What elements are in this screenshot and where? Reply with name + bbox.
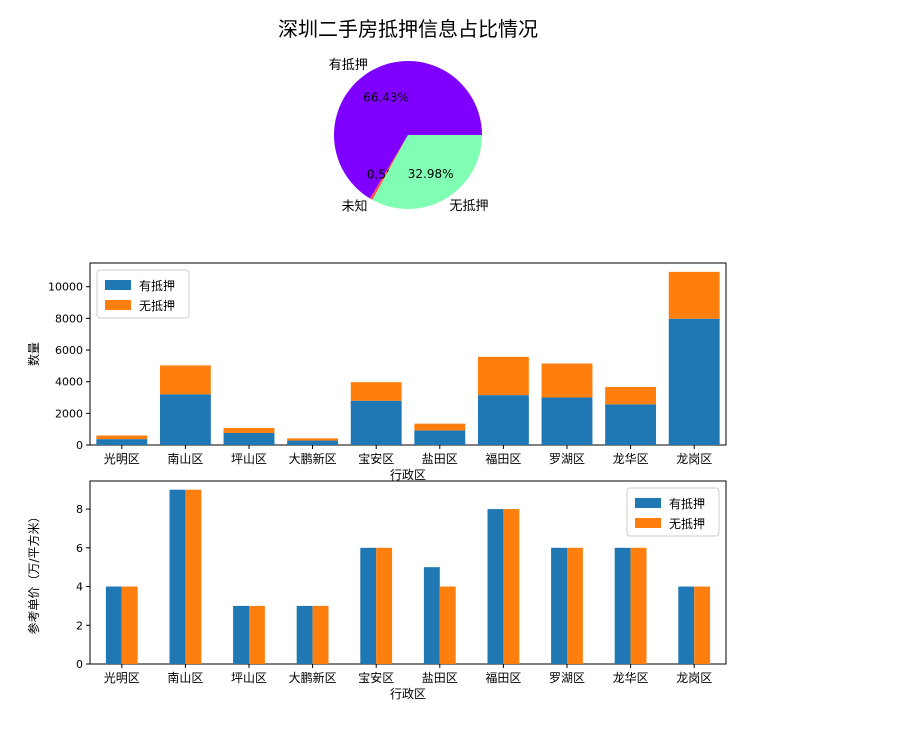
pie-label-0: 有抵押 [329, 58, 368, 73]
x-tick-label: 宝安区 [358, 451, 394, 466]
bar-无抵押-大鹏新区 [287, 438, 339, 441]
bar-无抵押-罗湖区 [567, 547, 583, 664]
legend-swatch-1 [105, 300, 131, 310]
legend-label-1: 无抵押 [669, 517, 705, 531]
bar-无抵押-坪山区 [223, 427, 275, 433]
y-axis-label: 参考单价（万/平方米） [26, 510, 41, 634]
bar-无抵押-南山区 [185, 489, 202, 664]
bar-有抵押-盐田区 [414, 430, 466, 445]
bar-有抵押-光明区 [96, 439, 148, 445]
y-tick-label: 0 [76, 658, 83, 671]
x-axis-label: 行政区 [390, 468, 426, 482]
bar-无抵押-南山区 [159, 365, 211, 395]
y-tick-label: 6 [76, 542, 83, 555]
legend-label-1: 无抵押 [139, 299, 175, 313]
bar-无抵押-光明区 [96, 435, 148, 440]
y-tick-label: 10000 [48, 281, 83, 294]
plot-frame [89, 480, 727, 665]
pie-slice-1 [370, 135, 408, 200]
bar-无抵押-罗湖区 [541, 363, 593, 398]
bar-有抵押-盐田区 [423, 567, 440, 664]
y-tick-label: 8 [76, 503, 83, 516]
x-tick-label: 龙岗区 [676, 671, 712, 685]
legend-swatch-1 [635, 518, 661, 528]
legend-swatch-0 [635, 498, 661, 508]
legend-label-0: 有抵押 [139, 279, 175, 293]
bar-有抵押-南山区 [169, 489, 186, 664]
y-tick-label: 8000 [55, 312, 83, 325]
plot-frame [89, 262, 727, 446]
pie-slice-2 [372, 135, 482, 209]
bar-有抵押-宝安区 [350, 400, 402, 445]
bar-有抵押-大鹏新区 [287, 440, 339, 445]
x-tick-label: 龙岗区 [676, 452, 712, 466]
bar-有抵押-龙岗区 [668, 318, 720, 445]
x-tick-label: 大鹏新区 [289, 670, 337, 685]
bar-有抵押-大鹏新区 [296, 605, 313, 664]
stacked-bar-chart: 0 2000 4000 6000 8000 10000 光明区 南山区 坪山区 大鹏新区 宝安区 盐田… [26, 262, 727, 482]
bar-有抵押-宝安区 [360, 547, 377, 664]
bar-有抵押-福田区 [487, 509, 504, 664]
bar-有抵押-龙华区 [614, 547, 631, 664]
x-axis-label: 行政区 [390, 687, 426, 701]
x-tick-label: 罗湖区 [549, 451, 585, 466]
bar-无抵押-光明区 [121, 586, 138, 664]
bar-有抵押-龙岗区 [678, 586, 695, 664]
x-tick-label: 盐田区 [422, 671, 458, 685]
bar-有抵押-南山区 [159, 394, 211, 445]
y-axis-label: 数量 [26, 342, 41, 366]
x-tick-label: 福田区 [485, 451, 521, 466]
y-tick-label: 6000 [55, 344, 83, 357]
x-tick-label: 光明区 [104, 452, 140, 466]
pie-percent-2: 32.98% [408, 167, 454, 181]
bar-有抵押-罗湖区 [541, 397, 593, 445]
bar-有抵押-坪山区 [233, 605, 249, 664]
pie-slice-0 [334, 61, 482, 199]
bar-无抵押-盐田区 [439, 586, 456, 664]
x-tick-label: 盐田区 [422, 452, 458, 466]
legend-swatch-0 [105, 280, 131, 290]
x-tick-label: 大鹏新区 [289, 451, 337, 466]
bar-无抵押-龙岗区 [668, 271, 720, 319]
pie-title: 深圳二手房抵押信息占比情况 [278, 17, 538, 41]
bar-无抵押-龙华区 [630, 547, 647, 664]
x-tick-label: 宝安区 [358, 670, 394, 685]
bar-无抵押-盐田区 [414, 423, 466, 431]
bar-无抵押-宝安区 [376, 547, 393, 664]
bar-无抵押-坪山区 [249, 605, 265, 664]
bar-有抵押-坪山区 [223, 432, 275, 445]
x-tick-label: 南山区 [167, 670, 203, 685]
bar-有抵押-福田区 [477, 395, 529, 445]
bar-无抵押-宝安区 [350, 382, 402, 401]
y-tick-label: 2 [76, 619, 83, 632]
bar-有抵押-罗湖区 [551, 547, 567, 664]
pie-label-1: 未知 [342, 199, 368, 215]
y-tick-label: 4000 [55, 376, 83, 389]
x-tick-label: 南山区 [167, 451, 203, 466]
bar-有抵押-龙华区 [605, 404, 657, 445]
x-tick-label: 龙华区 [613, 671, 649, 685]
legend-label-0: 有抵押 [669, 497, 705, 511]
y-tick-label: 4 [76, 581, 83, 594]
x-tick-label: 坪山区 [231, 452, 267, 466]
bar-无抵押-大鹏新区 [312, 605, 329, 664]
x-tick-label: 龙华区 [613, 452, 649, 466]
y-tick-label: 0 [76, 439, 83, 452]
x-tick-label: 光明区 [104, 671, 140, 685]
x-tick-label: 福田区 [485, 670, 521, 685]
pie-percent-0: 66.43% [363, 90, 409, 104]
x-tick-label: 坪山区 [231, 671, 267, 685]
bar-无抵押-龙岗区 [694, 586, 711, 664]
bar-无抵押-福田区 [503, 509, 520, 664]
bar-有抵押-光明区 [105, 586, 122, 664]
pie-label-2: 无抵押 [449, 199, 488, 214]
bar-无抵押-龙华区 [605, 386, 657, 405]
x-tick-label: 罗湖区 [549, 670, 585, 685]
bar-无抵押-福田区 [477, 356, 529, 396]
y-tick-label: 2000 [55, 407, 83, 420]
